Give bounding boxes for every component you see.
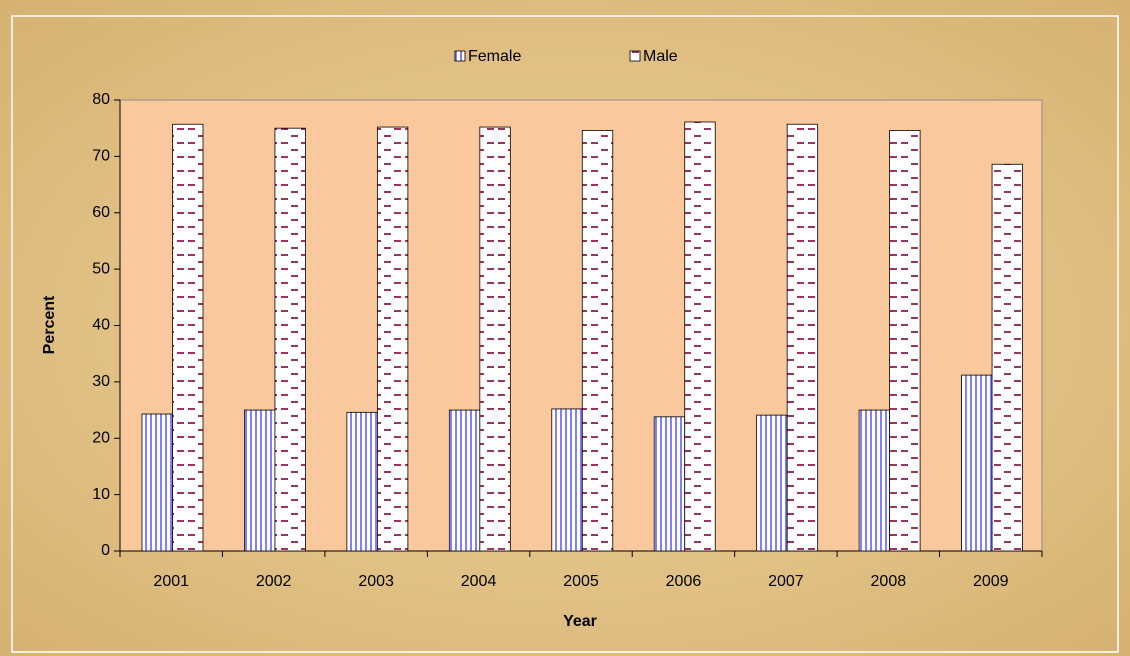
- y-tick-label: 80: [92, 91, 110, 108]
- bar: [961, 374, 993, 552]
- bar: [479, 126, 511, 552]
- bar: [346, 411, 378, 552]
- x-tick-label: 2006: [666, 573, 702, 590]
- x-tick-label: 2003: [358, 573, 394, 590]
- bar: [684, 121, 716, 552]
- bar: [244, 409, 276, 552]
- x-tick-label: 2008: [871, 573, 907, 590]
- legend-label: Female: [468, 48, 521, 65]
- x-tick-label: 2007: [768, 573, 804, 590]
- y-tick-label: 0: [101, 542, 110, 559]
- y-tick-label: 30: [92, 373, 110, 390]
- bar: [172, 123, 204, 552]
- bar: [756, 414, 788, 552]
- bar: [889, 130, 921, 552]
- x-tick-label: 2004: [461, 573, 497, 590]
- bar: [448, 409, 481, 552]
- bar: [858, 409, 891, 552]
- y-tick-label: 50: [92, 260, 110, 277]
- y-tick-label: 10: [92, 486, 110, 503]
- y-tick-label: 70: [92, 148, 110, 165]
- x-axis-label: Year: [563, 613, 597, 630]
- legend-swatch: [629, 50, 641, 62]
- bar: [653, 416, 686, 552]
- legend-swatch: [454, 50, 466, 62]
- y-axis-label: Percent: [41, 295, 58, 354]
- bar: [551, 408, 583, 552]
- bar: [991, 163, 1023, 552]
- x-tick-label: 2009: [973, 573, 1009, 590]
- y-tick-label: 40: [92, 317, 110, 334]
- y-tick-label: 60: [92, 204, 110, 221]
- bar: [376, 126, 409, 552]
- bar: [141, 413, 173, 552]
- y-tick-label: 20: [92, 429, 110, 446]
- x-tick-label: 2002: [256, 573, 292, 590]
- bar: [581, 130, 614, 552]
- x-tick-label: 2001: [153, 573, 189, 590]
- frame: [11, 15, 1119, 653]
- bar: [274, 127, 306, 552]
- bar: [786, 123, 819, 552]
- x-tick-label: 2005: [563, 573, 599, 590]
- legend-label: Male: [643, 48, 678, 65]
